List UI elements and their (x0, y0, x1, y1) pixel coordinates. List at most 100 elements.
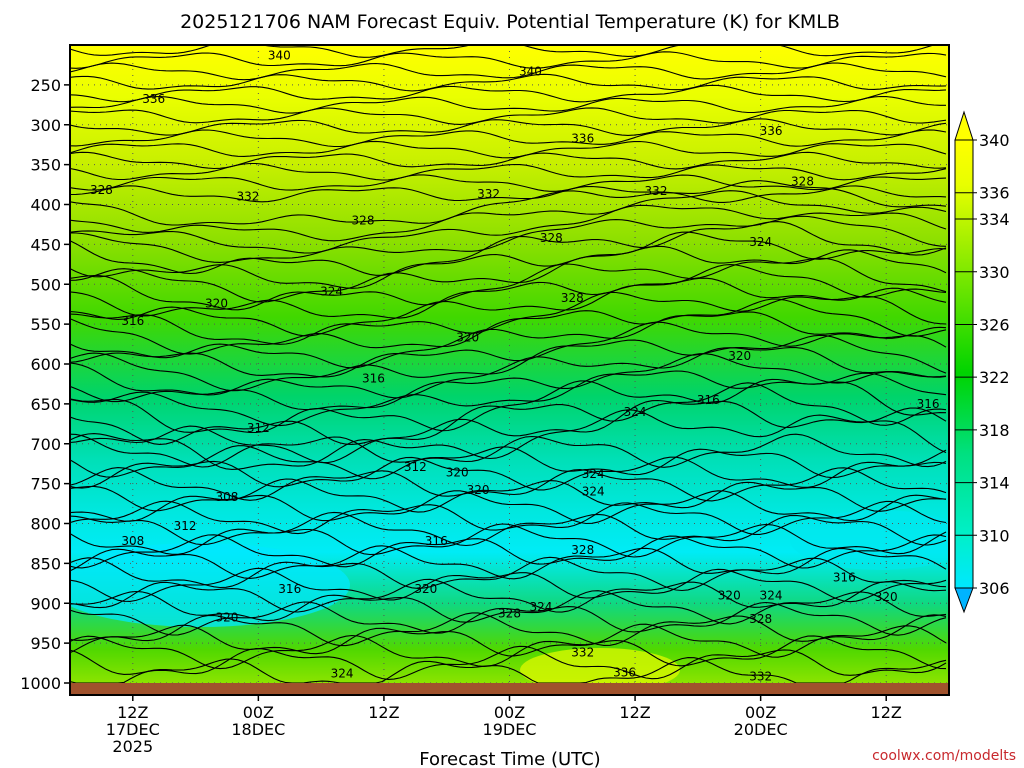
contour-label: 316 (833, 571, 856, 585)
contour-label-text: 320 (875, 590, 898, 604)
contour-line (70, 545, 947, 580)
contour-line (70, 204, 947, 254)
contour-line (70, 445, 947, 480)
colorbar: 306 310 314 318 322 326 330 334 336 340 (954, 110, 1010, 614)
contour-label-text: 308 (121, 534, 144, 548)
contour-label: 320 (467, 483, 490, 497)
contour-label-text: 308 (216, 490, 239, 504)
contour-label-text: 316 (278, 582, 301, 596)
contour-line (70, 523, 947, 558)
contour-label: 324 (529, 600, 552, 614)
contour-label: 336 (142, 92, 165, 106)
contour-line (70, 456, 947, 491)
contour-label-text: 324 (331, 666, 354, 680)
colorbar-tick-label: 306 (979, 579, 1010, 598)
contour-label-text: 320 (718, 588, 741, 602)
contour-label-text: 340 (268, 48, 291, 62)
contour-label-text: 316 (833, 571, 856, 585)
contour-label-text: 336 (613, 666, 636, 680)
contour-label-text: 324 (320, 284, 343, 298)
contour-label: 312 (247, 421, 270, 435)
contour-line (70, 612, 947, 647)
contour-label-text: 324 (760, 588, 783, 602)
x-tick-label: 12Z (368, 703, 399, 722)
x-tick-label: 20DEC (734, 720, 788, 739)
colorbar-tick-label: 310 (979, 526, 1010, 545)
contour-label: 320 (446, 465, 469, 479)
contour-label: 320 (414, 582, 437, 596)
contour-label-text: 316 (917, 397, 940, 411)
contour-label: 328 (791, 174, 814, 188)
cold-pocket (70, 543, 350, 627)
contour-label-text: 328 (352, 213, 375, 227)
contour-label-text: 328 (561, 291, 584, 305)
contour-label: 328 (540, 231, 563, 245)
y-axis: 250 300 350 400 450 500 550 600 650 700 750 800 850 9… (20, 76, 70, 693)
contour-label: 320 (875, 590, 898, 604)
contour-label: 332 (645, 184, 668, 198)
contour-line (70, 62, 947, 81)
y-tick-label: 500 (30, 275, 61, 294)
warm-surface-pocket (520, 648, 680, 692)
contour-line (70, 467, 947, 502)
contour-label: 328 (571, 543, 594, 557)
contour-label: 332 (477, 187, 500, 201)
contour-line (70, 180, 947, 226)
contour-line (70, 73, 947, 92)
contour-label-text: 324 (749, 235, 772, 249)
contour-line (70, 51, 947, 69)
contour-label: 324 (582, 467, 605, 481)
contour-label: 336 (571, 131, 594, 145)
y-tick-label: 1000 (20, 674, 61, 693)
contour-label-text: 328 (571, 543, 594, 557)
x-tick-label: 12Z (619, 703, 650, 722)
contour-label: 316 (362, 371, 385, 385)
contour-line (70, 84, 947, 103)
contour-label: 320 (216, 611, 239, 625)
contour-label-text: 336 (571, 131, 594, 145)
contour-line (70, 556, 947, 592)
contour-label: 336 (760, 124, 783, 138)
x-tick-label: 18DEC (231, 720, 285, 739)
y-tick-label: 350 (30, 156, 61, 175)
contour-label-text: 328 (540, 231, 563, 245)
contour-label: 328 (749, 612, 772, 626)
colorbar-tick-label: 314 (979, 474, 1010, 493)
contour-label-text: 328 (498, 607, 521, 621)
credit-text[interactable]: coolwx.com/modelts (872, 748, 1016, 764)
contour-label: 312 (174, 519, 197, 533)
contour-label: 308 (216, 490, 239, 504)
colorbar-tick-label: 336 (979, 184, 1010, 203)
contour-label-text: 324 (582, 467, 605, 481)
contour-line (70, 590, 947, 625)
contour-line (70, 657, 947, 684)
contour-line (70, 311, 947, 369)
contour-line (70, 129, 947, 148)
y-tick-label: 600 (30, 355, 61, 374)
contour-label: 328 (561, 291, 584, 305)
x-tick-label: 12Z (117, 703, 148, 722)
colorbar-bottom-arrow (954, 587, 974, 614)
contour-label: 328 (90, 183, 113, 197)
contour-line (70, 95, 946, 114)
contour-line (70, 382, 947, 445)
contour-line (70, 264, 947, 319)
contour-label-text: 316 (121, 314, 144, 328)
contour-line (70, 140, 947, 159)
x-axis-label: Forecast Time (UTC) (419, 749, 600, 768)
colorbar-tick-label: 318 (979, 421, 1010, 440)
contour-label-text: 332 (749, 670, 772, 684)
chart-title: 2025121706 NAM Forecast Equiv. Potential… (180, 11, 840, 33)
contour-line (70, 511, 947, 547)
contour-label: 320 (728, 349, 751, 363)
plot-area: 340 340 336 336 336 328 332 332 332 328 328 328 324 3… (70, 45, 949, 695)
x-tick-label: 00Z (494, 703, 525, 722)
contour-label-text: 316 (425, 534, 448, 548)
contour-line (70, 174, 947, 192)
contour-label-text: 312 (404, 460, 427, 474)
y-tick-label: 700 (30, 435, 61, 454)
y-tick-label: 950 (30, 634, 61, 653)
contour-label-text: 332 (645, 184, 668, 198)
contour-label-text: 312 (247, 421, 270, 435)
contour-label: 328 (352, 213, 375, 227)
